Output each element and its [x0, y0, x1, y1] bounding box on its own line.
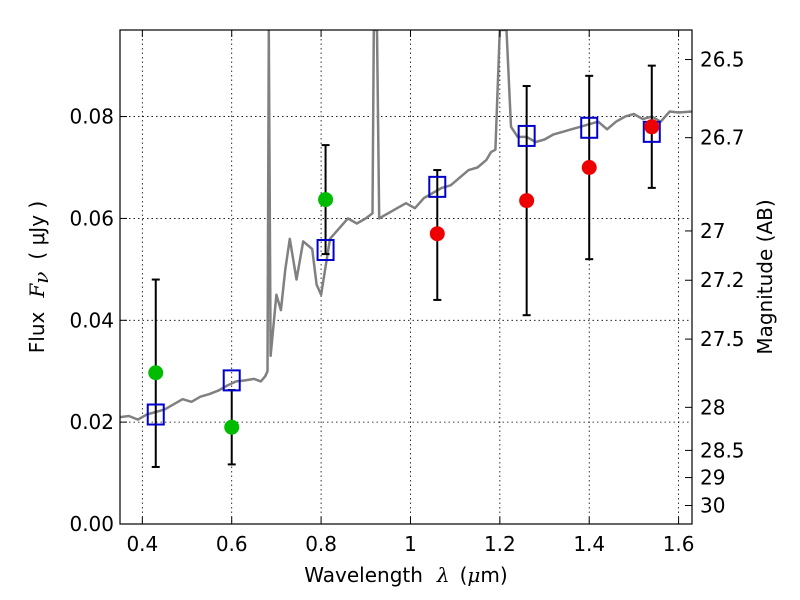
- x-tick-label: 1.6: [663, 532, 695, 556]
- mag-tick-label: 29: [700, 466, 725, 490]
- x-tick-label: 1: [404, 532, 417, 556]
- y-tick-label: 0.06: [69, 206, 114, 230]
- y-axis-label-prefix: Flux: [25, 311, 49, 353]
- y-tick-label: 0.00: [69, 512, 114, 536]
- x-axis-label-symbol: λ: [436, 563, 450, 587]
- x-axis-label: Wavelength λ (μm): [304, 563, 507, 587]
- model-point: [222, 369, 241, 392]
- green-data-point: [318, 192, 334, 208]
- spectrum-series: [120, 30, 692, 421]
- x-axis-label-unit-open: (: [460, 563, 468, 587]
- y-tick-label: 0.02: [69, 410, 114, 434]
- mag-tick-label: 27: [700, 219, 725, 243]
- red-data-point: [429, 226, 445, 242]
- x-tick-label: 1.4: [573, 532, 605, 556]
- y-tick-label: 0.04: [69, 308, 114, 332]
- model-point: [580, 116, 599, 139]
- mag-tick-label: 30: [700, 494, 725, 518]
- grid: [120, 30, 692, 524]
- y-tick-label: 0.08: [69, 105, 114, 129]
- y-axis-label: Flux Fν ( μJy ): [25, 201, 53, 353]
- axis-ticks: 0.4 0.6 0.8 1 1.2 1.4 1.6 0.00 0.02 0.04 0.06 0.08 2…: [69, 30, 745, 556]
- x-tick-label: 0.8: [305, 532, 337, 556]
- x-tick-label: 0.6: [216, 532, 248, 556]
- data-markers: [146, 116, 661, 435]
- red-data-point: [644, 119, 660, 135]
- model-point: [146, 403, 165, 426]
- spectrum-line: [120, 30, 692, 421]
- mag-tick-label: 27.5: [700, 327, 745, 351]
- mag-tick-label: 28: [700, 395, 725, 419]
- mag-tick-label: 26.7: [700, 126, 745, 150]
- mag-tick-label: 27.2: [700, 268, 745, 292]
- y-axis-label-unit: ( μJy ): [25, 201, 49, 260]
- mag-tick-label: 26.5: [700, 48, 745, 72]
- x-axis-label-unit-rest: m): [480, 563, 507, 587]
- x-tick-label: 0.4: [126, 532, 158, 556]
- x-axis-label-prefix: Wavelength: [304, 563, 423, 587]
- y-axis-label-symbol-sub: ν: [29, 272, 53, 284]
- mag-tick-label: 28.5: [700, 438, 745, 462]
- model-point: [428, 175, 447, 198]
- model-point: [316, 239, 335, 262]
- x-tick-label: 1.2: [484, 532, 516, 556]
- y-axis-label-symbol: F: [25, 283, 49, 299]
- red-data-point: [581, 160, 597, 176]
- green-data-point: [148, 365, 164, 381]
- plot-frame: [119, 29, 693, 525]
- x-axis-label-unit-mu: μ: [467, 563, 480, 587]
- model-point: [517, 124, 536, 147]
- red-data-point: [519, 193, 535, 209]
- y2-axis-label: Magnitude (AB): [753, 199, 777, 354]
- green-data-point: [224, 419, 240, 435]
